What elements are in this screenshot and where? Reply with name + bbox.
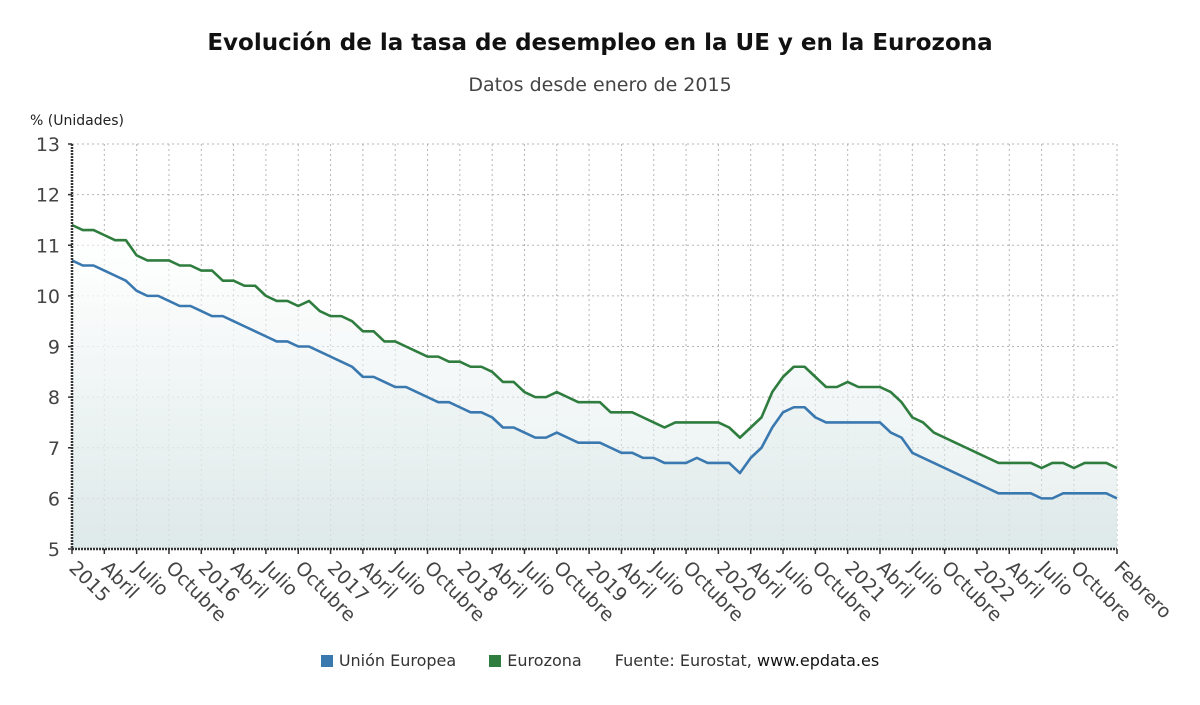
series-line-unión-europea	[71, 259, 1118, 500]
legend-label-ue: Unión Europea	[338, 651, 457, 670]
axes	[68, 143, 1118, 554]
legend-label-eurozona: Eurozona	[507, 651, 582, 670]
area-unión-europea	[72, 260, 1117, 549]
y-tick-label: 13	[36, 134, 60, 156]
y-tick-label: 10	[36, 286, 60, 308]
y-tick-label: 12	[36, 185, 60, 207]
legend-swatch-eurozona	[489, 655, 502, 667]
legend-swatch-ue	[320, 655, 333, 667]
y-tick-label: 7	[48, 438, 60, 460]
y-tick-label: 5	[48, 539, 60, 561]
y-axis-label: % (Unidades)	[30, 113, 124, 129]
source-prefix: Fuente: Eurostat,	[614, 651, 752, 670]
source-note: Fuente: Eurostat, www.epdata.es	[615, 651, 879, 670]
y-tick-label: 8	[48, 387, 60, 409]
y-tick-label: 6	[48, 488, 60, 510]
y-tick-labels: 5 6 7 8 9 10 11 12 13	[36, 134, 60, 561]
series-line-eurozona	[71, 223, 1118, 470]
y-tick-label: 11	[36, 235, 60, 257]
series-lines	[71, 223, 1118, 500]
legend: Unión Europea Eurozona Fuente: Eurostat,…	[0, 650, 1200, 670]
source-link[interactable]: www.epdata.es	[756, 651, 880, 670]
legend-item-ue[interactable]: Unión Europea	[320, 651, 457, 670]
y-tick-label: 9	[48, 337, 60, 359]
chart-subtitle: Datos desde enero de 2015	[468, 74, 732, 96]
line-chart: 5 6 7 8 9 10 11 12 13 2015AbrilJulioOctubre2016A…	[36, 134, 1176, 626]
x-tick-labels: 2015AbrilJulioOctubre2016AbrilJulioOctub…	[64, 556, 1175, 626]
chart-title: Evolución de la tasa de desempleo en la …	[207, 30, 993, 56]
area-fills	[72, 225, 1117, 549]
legend-item-eurozona[interactable]: Eurozona	[489, 651, 582, 670]
